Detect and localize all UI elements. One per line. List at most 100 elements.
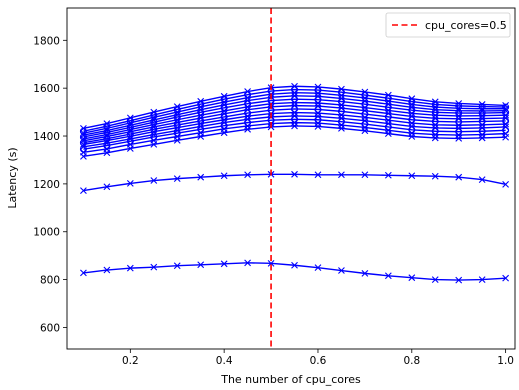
data-point xyxy=(338,104,345,112)
data-point xyxy=(361,171,369,179)
data-point xyxy=(361,88,369,96)
data-point xyxy=(384,91,392,99)
data-point xyxy=(220,172,228,180)
legend-box xyxy=(385,12,511,38)
data-point xyxy=(197,261,205,269)
legend: cpu_cores=0.5 xyxy=(385,12,511,38)
data-point xyxy=(478,103,486,111)
y-tick-label: 600 xyxy=(40,322,60,334)
data-point xyxy=(314,109,322,117)
y-tick-label: 1200 xyxy=(33,179,60,191)
data-point xyxy=(197,97,205,105)
data-point xyxy=(314,171,322,179)
data-point xyxy=(314,264,322,272)
data-point xyxy=(478,176,486,183)
y-tick-label: 1000 xyxy=(33,227,60,239)
y-tick-label: 1800 xyxy=(33,35,60,47)
data-point xyxy=(103,266,111,274)
data-point xyxy=(384,171,392,179)
data-point xyxy=(173,262,181,270)
y-tick-label: 1400 xyxy=(33,131,60,143)
plot-area xyxy=(67,8,515,349)
data-point xyxy=(126,123,134,131)
data-point xyxy=(173,175,181,183)
series-11 xyxy=(79,95,510,141)
x-axis-label: The number of cpu_cores xyxy=(220,373,361,386)
series-line xyxy=(83,98,506,138)
data-point xyxy=(338,95,345,102)
data-point xyxy=(150,118,158,126)
data-point xyxy=(314,83,322,91)
data-point xyxy=(103,120,111,127)
data-point xyxy=(150,263,158,271)
data-point xyxy=(408,113,416,120)
data-point xyxy=(455,115,463,123)
data-point xyxy=(502,114,510,122)
data-point xyxy=(244,171,251,179)
data-point xyxy=(220,260,228,268)
data-point xyxy=(244,115,251,123)
data-point xyxy=(126,180,134,187)
data-point xyxy=(502,103,510,111)
data-point xyxy=(431,172,439,180)
series-1 xyxy=(80,259,510,284)
x-tick-label: 0.2 xyxy=(122,355,139,367)
data-point xyxy=(244,88,251,95)
data-point xyxy=(431,114,439,122)
ticks-layer: 0.2 0.4 0.6 0.8 1.0 600 800 1000 1200 1400 1600 180… xyxy=(33,35,514,367)
data-point xyxy=(478,115,486,122)
data-point xyxy=(361,269,369,277)
data-point xyxy=(126,264,134,272)
y-axis-label: Latency (s) xyxy=(6,147,19,208)
data-point xyxy=(384,110,392,117)
x-tick-label: 1.0 xyxy=(497,355,514,367)
data-point xyxy=(455,100,463,107)
data-point xyxy=(478,276,486,283)
y-tick-label: 800 xyxy=(40,275,60,287)
data-point xyxy=(455,173,463,181)
data-point xyxy=(478,124,486,132)
data-point xyxy=(291,109,298,116)
data-point xyxy=(384,272,392,280)
data-point xyxy=(502,180,510,188)
data-point xyxy=(431,98,439,106)
data-point xyxy=(431,276,439,283)
data-point xyxy=(408,274,416,282)
data-point xyxy=(80,269,87,277)
legend-vline-label: cpu_cores=0.5 xyxy=(425,19,507,32)
data-point xyxy=(361,107,369,115)
series-9 xyxy=(80,102,510,145)
data-point xyxy=(291,92,298,100)
data-point xyxy=(455,124,463,132)
series-12 xyxy=(80,92,510,139)
series-line xyxy=(83,108,506,144)
series-line xyxy=(83,88,506,132)
plot-frame xyxy=(66,7,516,350)
data-point xyxy=(80,124,87,132)
x-tick-label: 0.8 xyxy=(403,355,420,367)
data-point xyxy=(291,102,298,110)
x-tick-label: 0.4 xyxy=(216,355,233,367)
data-point xyxy=(244,259,251,267)
data-point xyxy=(361,97,369,105)
data-point xyxy=(502,123,510,131)
data-point xyxy=(173,103,181,110)
data-point xyxy=(338,85,345,93)
data-point xyxy=(314,102,322,110)
data-point xyxy=(267,259,275,267)
series-line xyxy=(83,118,506,150)
data-point xyxy=(338,267,345,274)
data-point xyxy=(478,101,486,108)
data-point xyxy=(291,170,298,178)
data-point xyxy=(291,261,298,269)
data-point xyxy=(338,111,345,119)
data-point xyxy=(408,172,416,180)
data-point xyxy=(150,108,158,116)
y-tick-label: 1600 xyxy=(33,83,60,95)
data-point xyxy=(502,102,510,109)
data-point xyxy=(384,100,392,108)
data-point xyxy=(338,171,345,179)
data-point xyxy=(314,92,322,100)
data-point xyxy=(455,276,463,284)
